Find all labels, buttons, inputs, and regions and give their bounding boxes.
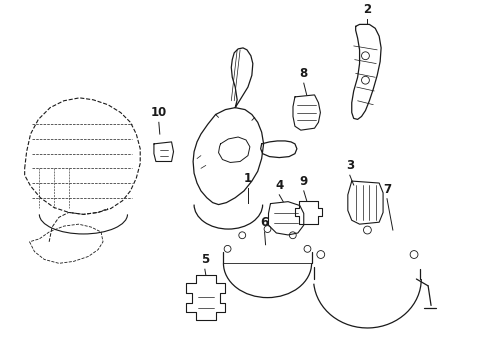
Text: 2: 2 xyxy=(364,3,371,15)
Text: 7: 7 xyxy=(383,183,391,196)
Text: 8: 8 xyxy=(299,67,308,80)
Text: 10: 10 xyxy=(151,107,167,120)
Text: 6: 6 xyxy=(261,216,269,229)
Text: 3: 3 xyxy=(346,159,354,172)
Text: 5: 5 xyxy=(201,253,209,266)
Text: 4: 4 xyxy=(275,179,283,192)
Text: 1: 1 xyxy=(244,172,252,185)
Text: 9: 9 xyxy=(299,175,308,188)
